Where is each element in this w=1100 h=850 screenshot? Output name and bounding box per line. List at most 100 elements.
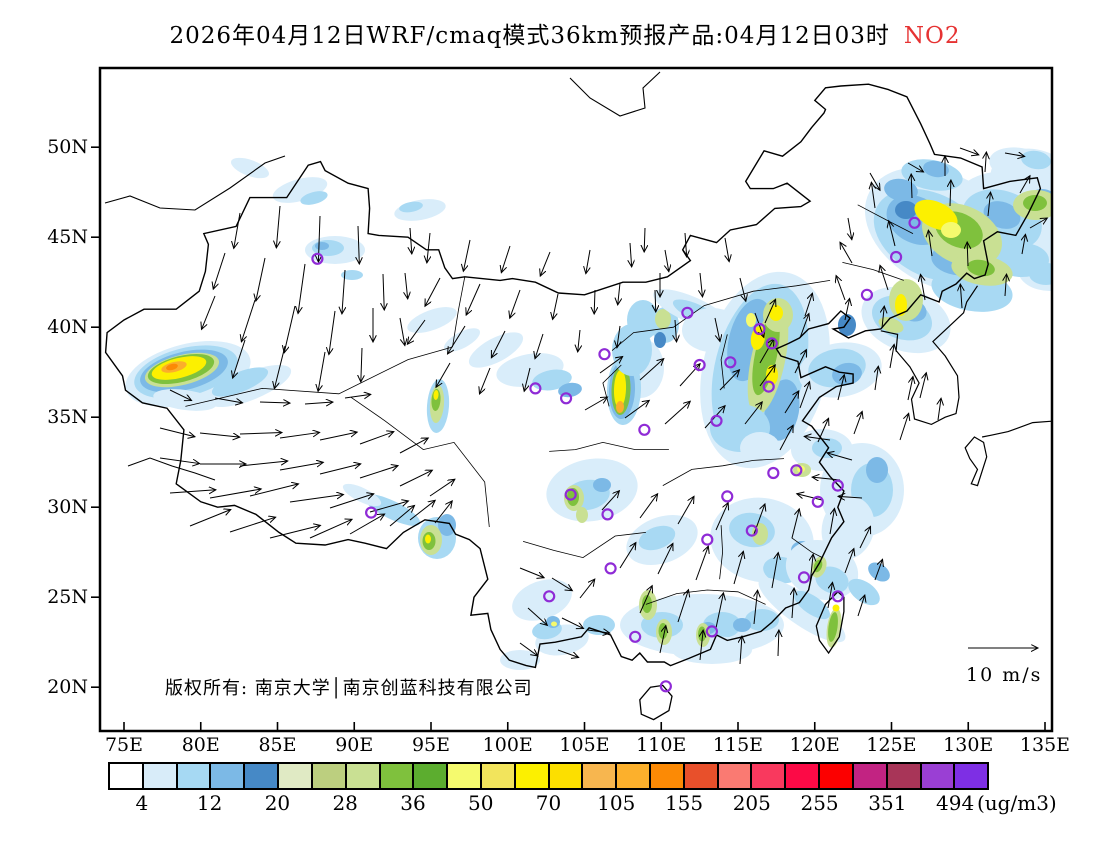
wind-vector [733,551,743,585]
wind-vector [639,494,658,519]
colorbar-segment [479,764,514,788]
province-border-line [452,276,466,348]
wind-vector [639,359,664,381]
wind-vector [289,494,343,503]
wind-vector [644,227,645,252]
wind-vector [399,438,428,454]
wind-vector [409,500,435,521]
wind-vector [857,595,865,617]
wind-vector [1019,176,1030,194]
colorbar-tick-label: 155 [664,791,704,815]
wind-vector [759,365,775,387]
wind-vector [429,479,455,497]
forecast-map: 版权所有: 南京大学│南京创蓝科技有限公司 10 m/s [91,66,1054,733]
concentration-blob [752,314,780,396]
wind-vector [436,362,451,387]
colorbar-tick-label: 20 [264,791,291,815]
concentration-blob [740,432,780,464]
wind-vector [657,543,673,575]
wind-vector [804,436,831,440]
wind-vector [405,272,408,299]
city-marker [681,306,694,319]
wind-vector [714,317,720,341]
wind-vector [383,273,384,310]
lat-axis-label: 35N [47,406,88,429]
concentration-blob [983,201,1021,229]
wind-vector [202,295,216,329]
city-marker [797,571,811,584]
colorbar-segment [344,764,379,788]
wind-vector [213,252,226,289]
city-marker [604,562,617,575]
city-marker [693,358,706,372]
colorbar-segment [547,764,582,788]
wind-vector [284,305,296,353]
wind-vector [874,559,883,581]
wind-vector [655,289,656,312]
city-marker [831,590,844,603]
wind-vector [840,242,853,264]
wind-vector [318,351,326,391]
wind-vector [829,508,835,535]
concentration-blob [815,566,849,594]
colorbar-segment [412,764,447,788]
concentration-blob [512,579,572,621]
lon-axis-label: 90E [335,734,374,756]
wind-vector [1022,234,1025,255]
lat-axis-label: 20N [47,676,88,699]
concentration-blob [341,270,363,280]
wind-vector [827,582,833,609]
wind-vector [524,367,531,391]
wind-vector [601,491,619,511]
wind-vector [919,373,926,399]
concentration-blob [166,363,178,371]
wind-vector [259,402,290,403]
wind-vector [359,466,398,479]
wind-vector [889,221,896,247]
lat-axis-label: 50N [47,136,88,159]
city-marker [529,382,542,395]
concentration-blob [848,578,880,606]
wind-vector [1029,218,1047,229]
concentration-blob [615,401,625,413]
wind-vector [871,182,875,209]
concentration-blob [895,294,907,316]
wind-vector [298,263,306,314]
wind-vector [799,314,809,339]
wind-vector [880,265,889,291]
city-marker [629,630,642,643]
colorbar-tick-label: 36 [400,791,426,815]
neighbor-border-line [569,71,661,117]
city-marker [831,479,844,492]
province-border-line [842,262,904,281]
concentration-blob [812,438,842,458]
lon-axis-label: 135E [1019,734,1071,756]
concentration-blob [654,332,666,348]
wind-vector [744,402,762,425]
concentration-blob [895,201,917,219]
wind-vector [427,232,430,263]
wind-vector [771,553,778,589]
city-marker [721,490,734,503]
colorbar-segment [141,764,176,788]
wind-vector [869,172,880,190]
province-border-line [350,397,490,528]
city-marker [564,488,577,501]
colorbar-tick-label: 205 [732,791,771,815]
colorbar-segment [818,764,852,788]
colorbar-tick-label: 4 [135,791,149,815]
wind-vector [389,505,415,527]
wind-vector [434,501,452,524]
wind-vector [209,489,261,499]
colorbar-segment [446,764,480,788]
wind-vector [319,432,357,441]
wind-vector [527,607,547,625]
wind-vector [269,525,320,539]
wind-vector [561,617,584,629]
lon-axis-label: 110E [636,734,687,756]
wind-vector [899,413,909,441]
lon-axis-label: 120E [789,734,840,756]
wind-vector [715,593,723,629]
colorbar-tick-label: 255 [800,791,839,815]
city-marker [705,625,719,638]
